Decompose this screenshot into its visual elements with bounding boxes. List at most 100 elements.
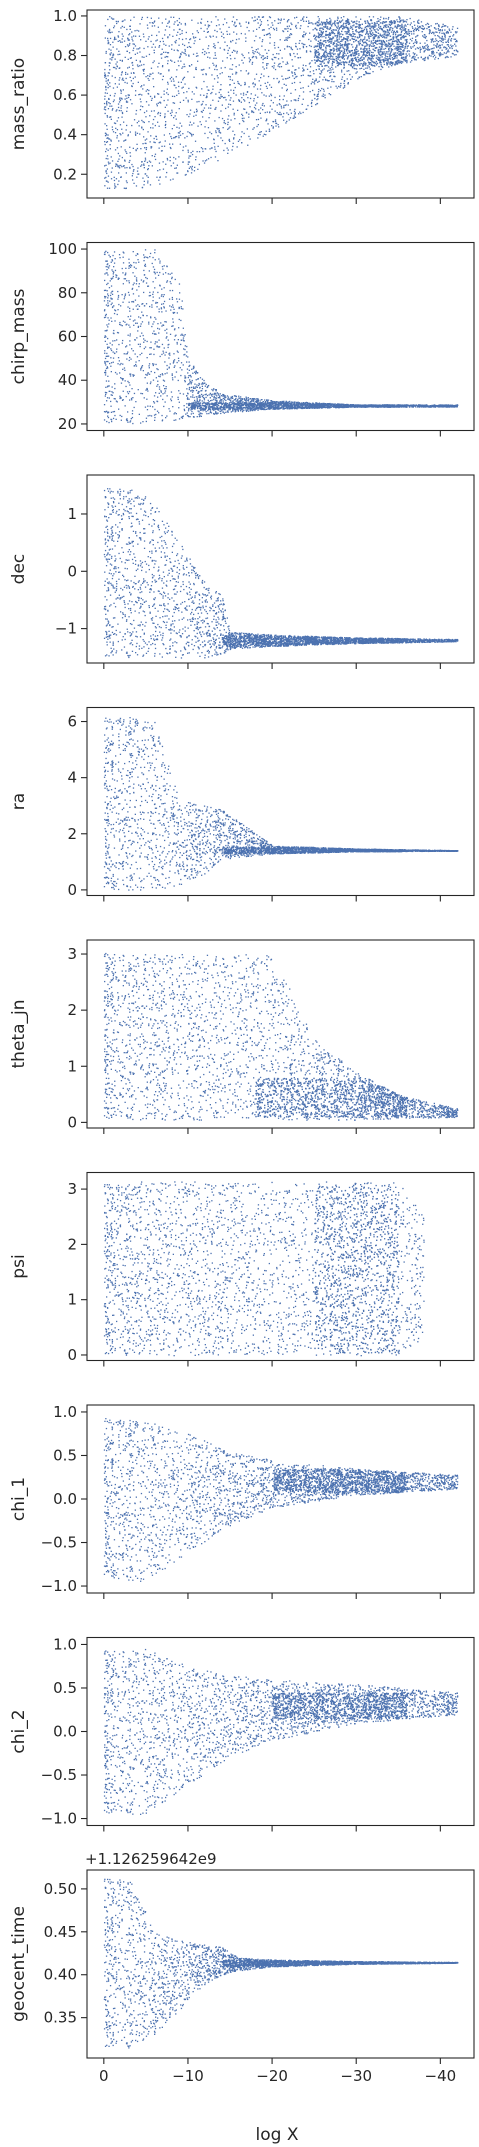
scatter-point bbox=[208, 89, 210, 91]
scatter-point bbox=[369, 25, 371, 28]
scatter-point bbox=[112, 87, 115, 89]
scatter-point bbox=[315, 69, 317, 71]
scatter-point bbox=[375, 35, 377, 37]
scatter-point bbox=[109, 144, 111, 146]
scatter-point bbox=[229, 99, 231, 101]
scatter-point bbox=[374, 40, 377, 42]
scatter-point bbox=[136, 29, 138, 32]
scatter-point bbox=[144, 265, 147, 267]
scatter-point bbox=[442, 38, 445, 40]
scatter-point bbox=[114, 149, 117, 151]
scatter-point bbox=[398, 53, 400, 56]
scatter-point bbox=[335, 43, 338, 45]
scatter-point bbox=[213, 57, 215, 59]
scatter-point bbox=[176, 126, 178, 128]
scatter-point bbox=[327, 80, 329, 82]
scatter-point bbox=[413, 57, 415, 60]
scatter-point bbox=[189, 166, 192, 168]
scatter-point bbox=[427, 57, 429, 59]
scatter-point bbox=[145, 147, 148, 149]
scatter-point bbox=[144, 406, 147, 408]
scatter-point bbox=[397, 39, 400, 42]
scatter-point bbox=[128, 301, 130, 303]
scatter-point bbox=[341, 43, 343, 46]
scatter-point bbox=[384, 25, 387, 28]
scatter-point bbox=[329, 75, 331, 78]
scatter-point bbox=[110, 317, 112, 319]
scatter-point bbox=[271, 125, 273, 127]
scatter-point bbox=[457, 51, 459, 53]
scatter-point bbox=[126, 107, 128, 109]
scatter-point bbox=[158, 62, 160, 64]
scatter-point bbox=[140, 369, 142, 371]
scatter-point bbox=[324, 40, 326, 42]
scatter-point bbox=[111, 109, 113, 111]
scatter-point bbox=[397, 46, 400, 48]
scatter-point bbox=[387, 44, 389, 46]
scatter-point bbox=[359, 34, 361, 36]
scatter-point bbox=[302, 18, 304, 21]
scatter-point bbox=[397, 21, 399, 23]
scatter-point bbox=[119, 397, 121, 400]
scatter-point bbox=[130, 80, 132, 82]
scatter-point bbox=[344, 45, 346, 47]
scatter-point bbox=[125, 101, 128, 103]
scatter-point bbox=[150, 347, 152, 349]
scatter-point bbox=[104, 112, 106, 115]
scatter-point bbox=[447, 26, 449, 28]
scatter-point bbox=[120, 90, 122, 92]
scatter-point bbox=[150, 127, 152, 129]
scatter-point bbox=[144, 249, 147, 251]
scatter-point bbox=[117, 166, 119, 168]
scatter-point bbox=[406, 62, 408, 64]
scatter-point bbox=[278, 63, 280, 65]
scatter-point bbox=[234, 134, 236, 136]
scatter-point bbox=[214, 156, 217, 158]
scatter-point bbox=[398, 21, 401, 23]
scatter-point bbox=[278, 103, 280, 105]
scatter-point bbox=[160, 73, 162, 75]
scatter-point bbox=[286, 61, 288, 63]
scatter-point bbox=[436, 31, 438, 33]
scatter-point bbox=[109, 103, 111, 105]
scatter-point bbox=[261, 104, 263, 106]
scatter-point bbox=[401, 35, 403, 38]
scatter-point bbox=[118, 164, 120, 167]
scatter-point bbox=[119, 77, 121, 79]
scatter-point bbox=[252, 128, 254, 130]
scatter-point bbox=[330, 49, 332, 52]
scatter-point bbox=[285, 28, 287, 30]
scatter-point bbox=[441, 44, 443, 46]
scatter-point bbox=[173, 137, 175, 139]
scatter-point bbox=[330, 41, 333, 43]
scatter-point bbox=[152, 43, 155, 45]
scatter-point bbox=[240, 93, 242, 95]
scatter-point bbox=[260, 21, 263, 23]
scatter-point bbox=[132, 308, 134, 310]
scatter-point bbox=[331, 80, 333, 83]
scatter-point bbox=[319, 46, 321, 49]
scatter-point bbox=[106, 82, 108, 84]
scatter-point bbox=[252, 56, 255, 58]
scatter-point bbox=[128, 66, 130, 68]
scatter-point bbox=[162, 350, 164, 352]
scatter-point bbox=[326, 64, 328, 67]
scatter-point bbox=[329, 41, 331, 43]
scatter-point bbox=[391, 57, 393, 59]
scatter-point bbox=[360, 38, 362, 41]
scatter-point bbox=[265, 85, 268, 87]
scatter-point bbox=[144, 139, 146, 141]
scatter-point bbox=[362, 44, 364, 47]
scatter-point bbox=[197, 125, 199, 127]
scatter-point bbox=[425, 48, 427, 50]
scatter-point bbox=[294, 73, 296, 76]
scatter-point bbox=[418, 29, 420, 32]
scatter-point bbox=[207, 137, 209, 139]
scatter-point bbox=[367, 44, 369, 46]
scatter-point bbox=[370, 42, 372, 44]
scatter-point bbox=[171, 44, 173, 46]
scatter-point bbox=[419, 51, 421, 53]
scatter-point bbox=[215, 57, 217, 59]
scatter-point bbox=[340, 36, 342, 38]
scatter-point bbox=[347, 83, 349, 85]
